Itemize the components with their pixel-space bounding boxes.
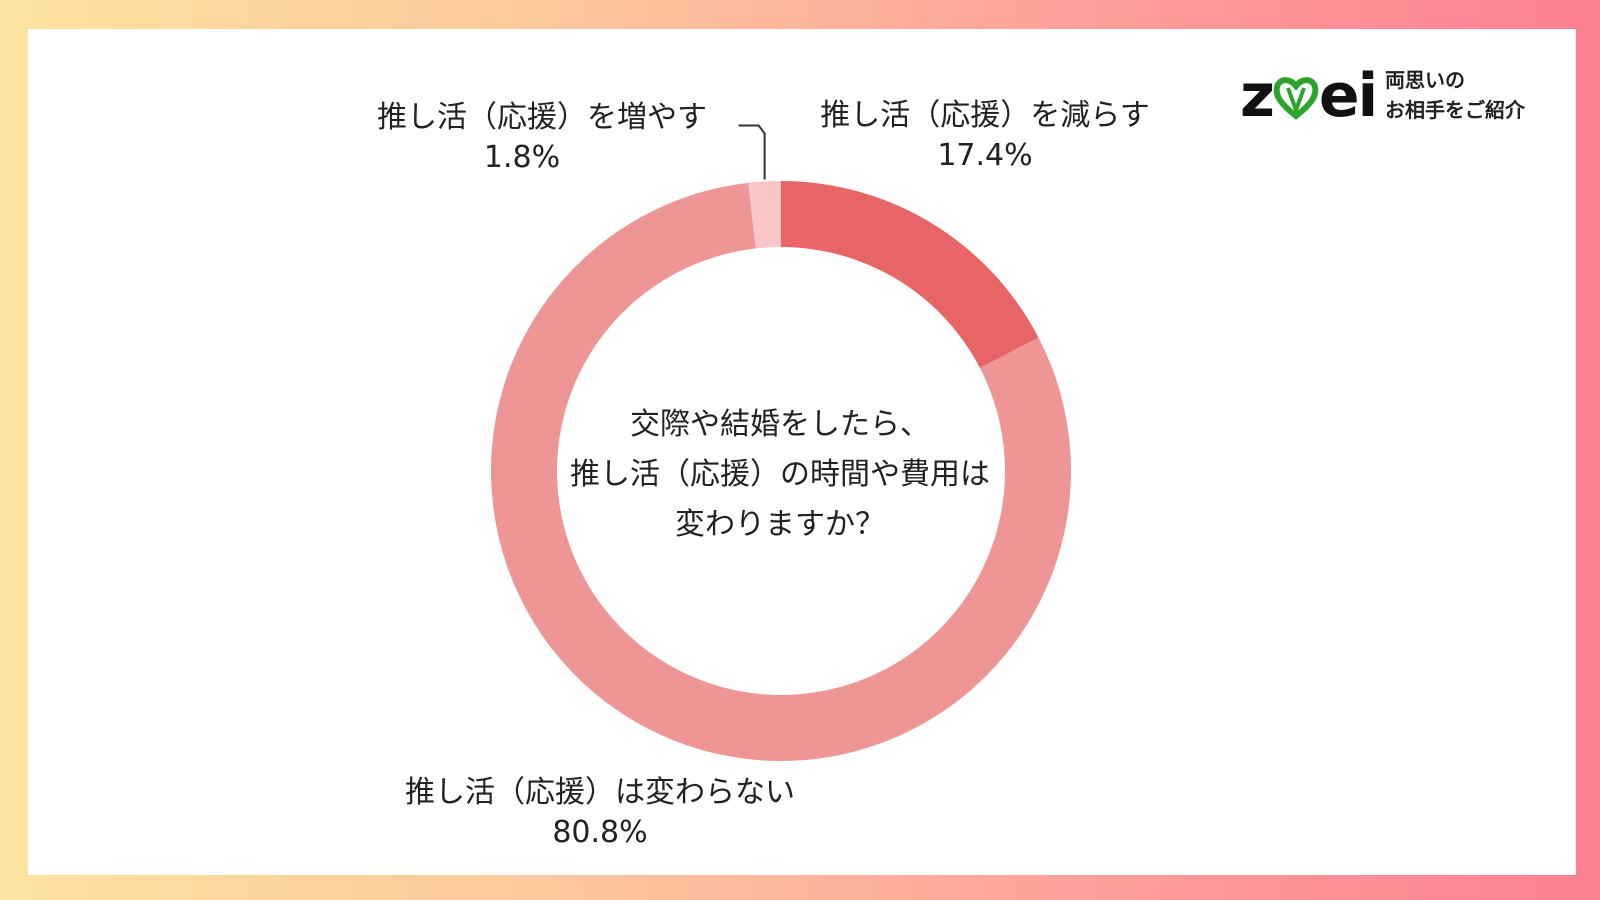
center-question-line-2: 推し活（応援）の時間や費用は (570, 457, 990, 492)
donut-slice-increase (748, 181, 781, 249)
donut-slice-decrease (781, 181, 1039, 369)
center-question: 交際や結婚をしたら、 推し活（応援）の時間や費用は 変わりますか？ (500, 400, 1060, 550)
center-question-line-3: 変わりますか？ (675, 507, 885, 542)
leader-line-increase (738, 124, 766, 180)
slice-label-unchanged-text: 推し活（応援）は変わらない (405, 775, 795, 810)
logo-letters-ei: ei (1318, 61, 1378, 131)
zwei-logo: z ei 両思いの お相手をご紹介 (1240, 61, 1560, 133)
logo-tagline-2: お相手をご紹介 (1385, 98, 1525, 122)
logo-tagline-1: 両思いの (1385, 68, 1465, 92)
logo-letter-z: z (1240, 61, 1275, 131)
slice-label-decrease-text: 推し活（応援）を減らす (820, 98, 1150, 133)
center-question-line-1: 交際や結婚をしたら、 (630, 407, 930, 442)
slice-label-decrease-value: 17.4% (937, 138, 1033, 173)
logo-heart-icon (1273, 61, 1319, 131)
logo-wordmark: z ei (1240, 61, 1378, 131)
slice-label-increase-value: 1.8% (483, 140, 561, 175)
slice-label-decrease: 推し活（応援）を減らす 17.4% (800, 96, 1170, 176)
slice-label-increase: 推し活（応援）を増やす 1.8% (352, 98, 732, 178)
logo-tagline: 両思いの お相手をご紹介 (1385, 65, 1525, 125)
slice-label-unchanged-value: 80.8% (552, 815, 648, 850)
slice-label-unchanged: 推し活（応援）は変わらない 80.8% (390, 773, 810, 853)
slice-label-increase-text: 推し活（応援）を増やす (377, 100, 707, 135)
